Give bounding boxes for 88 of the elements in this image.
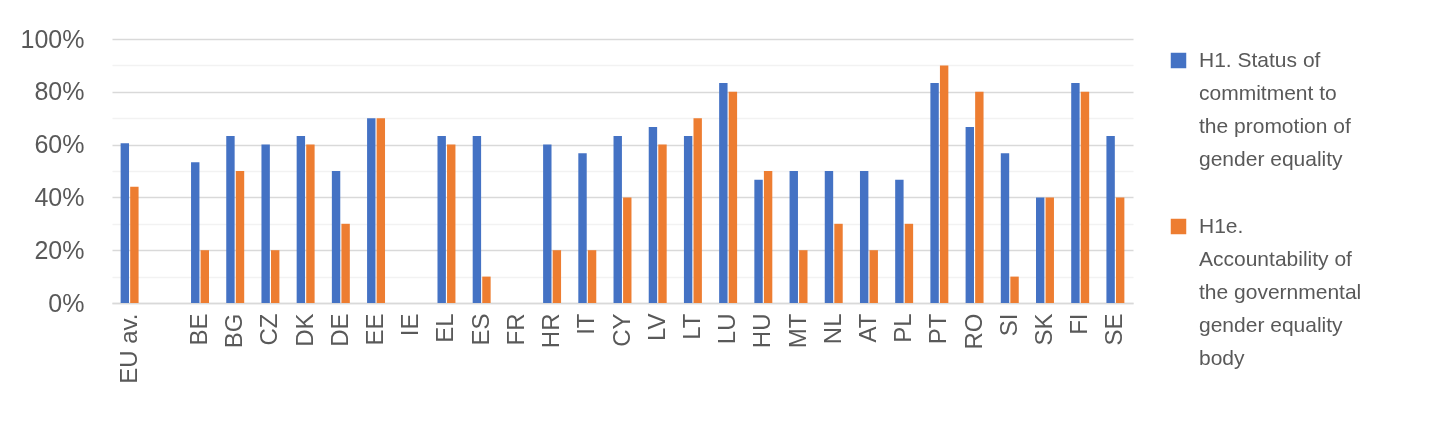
bar: [130, 186, 139, 303]
bar: [930, 83, 939, 303]
bar: [1036, 197, 1045, 303]
bar: [1010, 276, 1019, 303]
bar: [1071, 83, 1080, 303]
x-tick-label: FI: [1065, 313, 1093, 335]
bar: [965, 126, 974, 303]
bar: [1115, 197, 1125, 303]
bar: [763, 171, 773, 303]
x-tick-label: IT: [572, 313, 600, 335]
bar: [482, 276, 491, 303]
x-tick-label: EU av.: [114, 313, 142, 384]
bar: [341, 223, 350, 303]
bar: [331, 171, 341, 303]
bar: [648, 126, 658, 303]
bar: [191, 162, 200, 303]
bar: [552, 250, 562, 303]
bar: [975, 91, 984, 303]
bar: [437, 135, 446, 303]
x-tick-label: ES: [466, 313, 494, 346]
bar: [728, 91, 738, 303]
bar: [120, 143, 130, 303]
bar: [472, 135, 482, 303]
x-tick-label: MT: [783, 313, 811, 349]
bar: [789, 171, 798, 303]
x-tick-label: EE: [361, 313, 389, 346]
bar: [296, 135, 306, 303]
x-tick-label: NL: [818, 313, 846, 345]
bar: [683, 135, 693, 303]
bar: [869, 250, 878, 303]
x-tick-label: BG: [220, 313, 248, 349]
bar: [834, 223, 843, 303]
x-tick-label: EL: [431, 313, 459, 343]
x-tick-label: PT: [924, 313, 952, 345]
bar: [859, 171, 869, 303]
x-tick-label: FR: [501, 313, 529, 346]
bar: [235, 171, 245, 303]
bar: [1000, 153, 1010, 303]
bar: [623, 197, 632, 303]
legend-label: H1e. Accountability of the governmental gender equality body: [1199, 213, 1362, 369]
y-tick-label: 40%: [34, 182, 85, 211]
x-tick-label: CY: [607, 313, 635, 347]
x-tick-label: CZ: [255, 313, 283, 346]
x-tick-label: DE: [325, 313, 353, 347]
bar: [200, 250, 209, 303]
bar: [306, 144, 315, 303]
bar: [939, 65, 949, 303]
x-tick-label: IE: [396, 313, 424, 337]
y-tick-label: 60%: [34, 130, 85, 159]
x-tick-label: SK: [1029, 313, 1057, 346]
bar: [578, 153, 587, 303]
x-tick-label: DK: [290, 313, 318, 347]
bar: [376, 118, 386, 303]
x-tick-label: BE: [185, 313, 213, 346]
bar: [824, 171, 834, 303]
bar: [261, 144, 270, 303]
bar: [895, 179, 904, 303]
bar: [271, 250, 280, 303]
bar: [799, 250, 808, 303]
x-tick-label: PL: [889, 313, 917, 343]
x-tick-label: HU: [748, 313, 776, 349]
y-tick-label: 20%: [34, 235, 85, 264]
bar: [904, 223, 914, 303]
x-tick-label: HR: [537, 313, 565, 349]
bar: [719, 83, 728, 303]
x-tick-label: SE: [1100, 313, 1128, 346]
bar: [447, 144, 456, 303]
x-tick-label: LV: [642, 313, 670, 342]
bar: [1080, 91, 1090, 303]
bar: [754, 179, 763, 303]
x-tick-label: RO: [959, 313, 987, 350]
legend-label: H1. Status of commitment to the promotion of gender equality: [1199, 47, 1351, 170]
bar: [613, 135, 622, 303]
x-tick-label: LU: [713, 313, 741, 345]
bar: [1106, 135, 1115, 303]
bar: [1045, 197, 1054, 303]
y-tick-label: 100%: [20, 24, 85, 53]
bar: [367, 118, 376, 303]
y-tick-label: 0%: [48, 288, 85, 317]
x-tick-label: AT: [853, 313, 881, 343]
bar: [543, 144, 552, 303]
y-tick-label: 80%: [34, 77, 85, 106]
bar: [226, 135, 235, 303]
bar: [587, 250, 597, 303]
bar: [658, 144, 667, 303]
x-tick-label: SI: [994, 313, 1022, 337]
bar: [693, 118, 702, 303]
x-tick-label: LT: [677, 313, 705, 340]
